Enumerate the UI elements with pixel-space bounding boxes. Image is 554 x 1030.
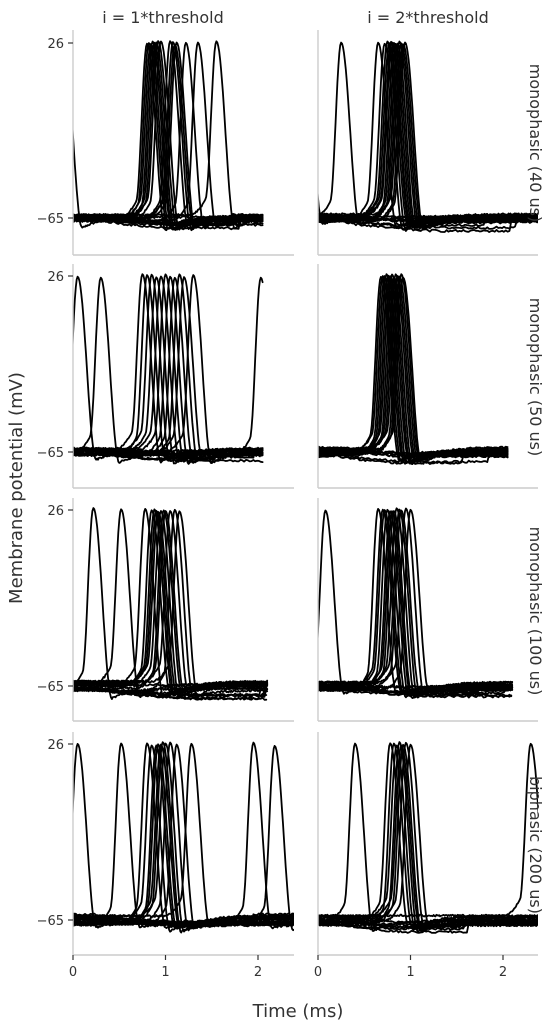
membrane-trace: [318, 741, 538, 929]
voltage-traces: [318, 40, 538, 233]
membrane-trace: [318, 744, 538, 931]
x-tick-label: 2: [254, 965, 262, 980]
membrane-trace: [318, 743, 538, 928]
membrane-trace: [318, 447, 509, 459]
panel-r3-c1: 0 1 2: [314, 732, 538, 980]
voltage-traces: [73, 741, 294, 934]
membrane-trace: [73, 447, 264, 459]
row-title: monophasic (100 us): [526, 527, 545, 696]
membrane-trace: [318, 741, 538, 933]
y-tick-label: −65: [37, 446, 64, 461]
x-axis-label: Time (ms): [252, 1001, 344, 1022]
membrane-trace: [318, 743, 538, 933]
membrane-trace: [318, 507, 514, 696]
membrane-trace: [73, 741, 294, 932]
y-tick-label: −65: [37, 680, 64, 695]
membrane-trace: [318, 213, 538, 224]
membrane-trace: [318, 922, 538, 931]
membrane-trace: [73, 452, 264, 463]
membrane-trace: [318, 41, 538, 226]
voltage-traces: [73, 507, 269, 701]
panel-grid: 26 −65 26 −65 26 −65 26 −65 0 1 2 0 1 2: [37, 30, 538, 980]
row-title: biphasic (200 us): [526, 776, 545, 914]
y-tick-label: 26: [47, 37, 64, 52]
row-title: monophasic (40 us): [526, 64, 545, 222]
membrane-trace: [318, 687, 513, 699]
voltage-traces: [318, 741, 538, 934]
panel-r2-c1: [317, 498, 538, 722]
panel-r2-c0: 26 −65: [37, 498, 294, 722]
y-axis-label: Membrane potential (mV): [6, 372, 27, 604]
membrane-trace: [73, 680, 268, 689]
membrane-trace: [73, 275, 264, 465]
panel-r1-c1: [317, 264, 538, 489]
figure-labels: i = 1*threshold i = 2*threshold monophasic…: [6, 8, 545, 1022]
membrane-trace: [318, 918, 538, 930]
membrane-trace: [318, 915, 538, 927]
x-tick-label: 1: [406, 965, 414, 980]
membrane-trace: [318, 742, 538, 932]
membrane-trace: [318, 742, 538, 929]
membrane-trace: [73, 687, 268, 701]
voltage-traces: [318, 507, 514, 699]
membrane-trace: [318, 680, 513, 693]
column-title: i = 1*threshold: [102, 8, 224, 27]
membrane-trace: [318, 684, 513, 698]
membrane-trace: [73, 914, 294, 925]
membrane-trace: [318, 742, 538, 930]
panel-r1-c0: 26 −65: [37, 264, 294, 489]
membrane-trace: [73, 917, 294, 928]
voltage-traces: [73, 273, 264, 465]
membrane-trace: [73, 40, 264, 230]
membrane-trace: [318, 453, 509, 464]
membrane-trace: [73, 217, 264, 231]
panel-r3-c0: 26 −65 0 1 2: [37, 732, 294, 980]
y-tick-label: −65: [37, 212, 64, 227]
x-tick-label: 2: [499, 965, 507, 980]
membrane-trace: [318, 742, 538, 918]
voltage-traces: [318, 273, 509, 465]
voltage-traces: [73, 40, 264, 232]
x-tick-label: 1: [161, 965, 169, 980]
x-tick-label: 0: [314, 965, 322, 980]
y-tick-label: 26: [47, 504, 64, 519]
panel-r0-c1: [317, 30, 538, 256]
membrane-trace: [318, 686, 513, 696]
y-tick-label: 26: [47, 270, 64, 285]
panel-r0-c0: 26 −65: [37, 30, 294, 256]
membrane-trace: [318, 744, 538, 929]
y-tick-label: −65: [37, 914, 64, 929]
y-tick-label: 26: [47, 738, 64, 753]
membrane-trace: [73, 217, 264, 227]
row-title: monophasic (50 us): [526, 298, 545, 456]
membrane-trace: [318, 219, 538, 233]
column-title: i = 2*threshold: [367, 8, 489, 27]
x-tick-label: 0: [69, 965, 77, 980]
